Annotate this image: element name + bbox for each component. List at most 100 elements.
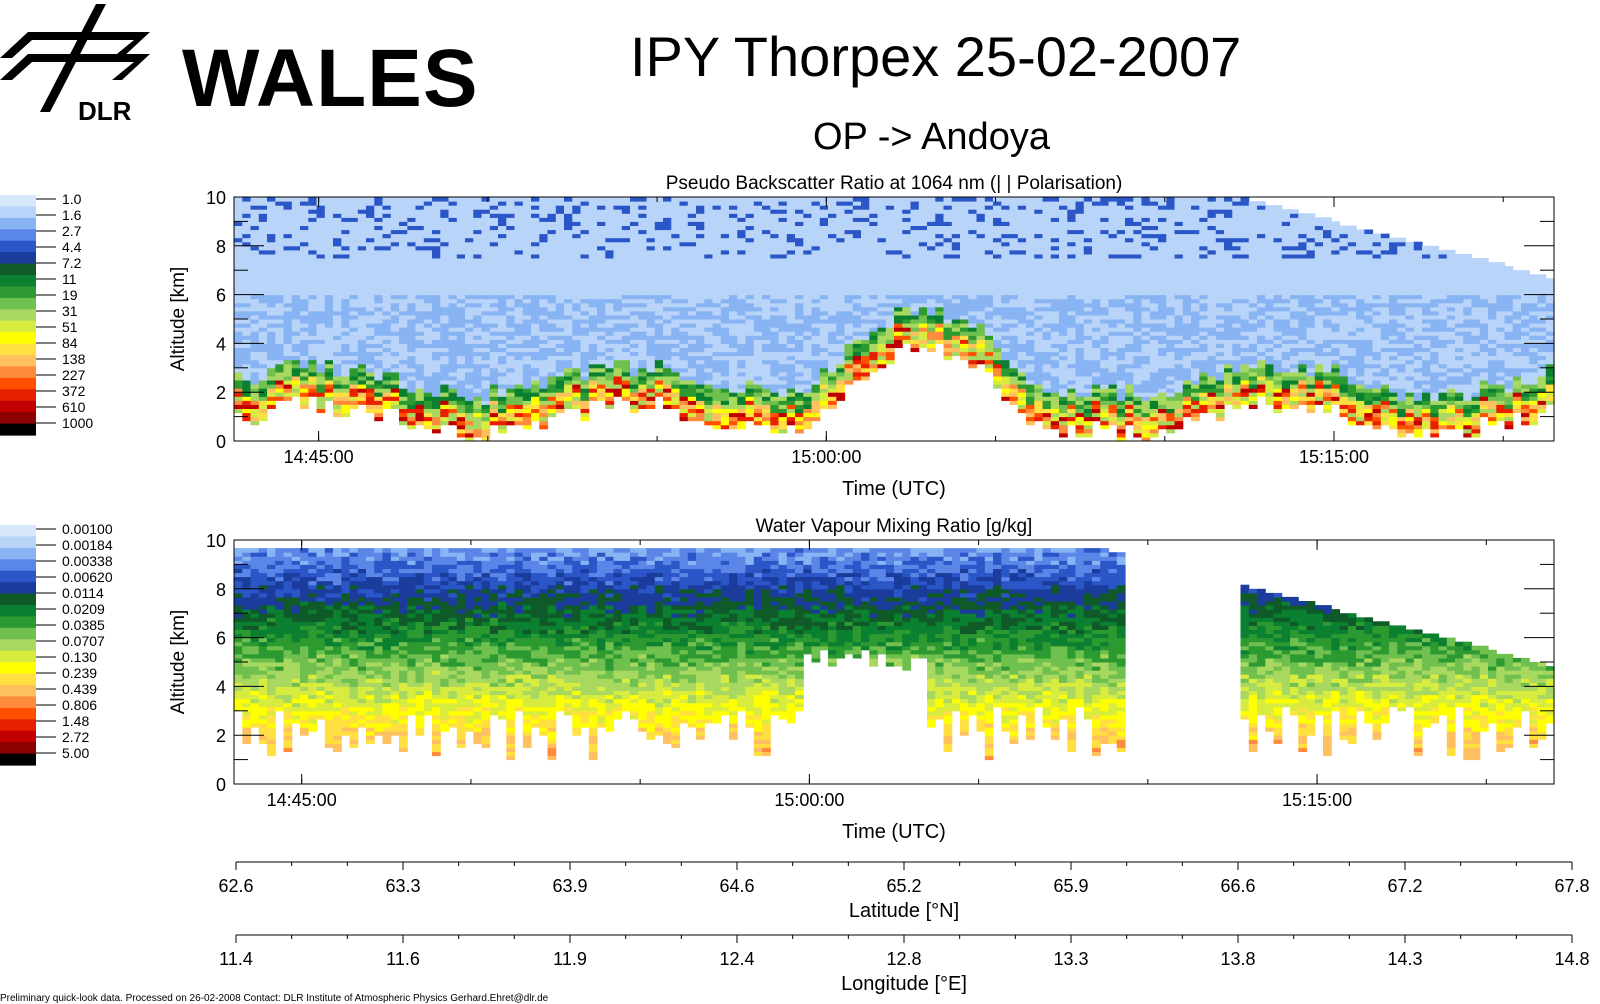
heatmap-cell (762, 409, 771, 414)
heatmap-cell (358, 254, 367, 259)
heatmap-cell (416, 291, 425, 296)
heatmap-cell (234, 352, 243, 357)
heatmap-cell (539, 315, 548, 320)
heatmap-cell (284, 299, 293, 304)
heatmap-cell (853, 217, 862, 222)
colorbar-swatch (0, 321, 36, 333)
heatmap-cell (878, 209, 887, 214)
heatmap-cell (275, 270, 284, 275)
heatmap-cell (630, 209, 639, 214)
heatmap-cell (350, 246, 359, 251)
heatmap-cell (242, 392, 251, 397)
heatmap-cell (977, 307, 986, 312)
heatmap-cell (919, 319, 928, 324)
heatmap-cell (498, 242, 507, 247)
heatmap-cell (523, 230, 532, 235)
heatmap-cell (564, 384, 573, 389)
heatmap-cell (539, 262, 548, 267)
heatmap-cell (795, 343, 804, 348)
heatmap-cell (531, 246, 540, 251)
heatmap-cell (234, 258, 243, 263)
heatmap-cell (242, 343, 251, 348)
heatmap-cell (383, 254, 392, 259)
heatmap-cell (647, 201, 656, 206)
heatmap-cell (432, 392, 441, 397)
heatmap-cell (878, 250, 887, 255)
heatmap-cell (275, 315, 284, 320)
heatmap-cell (770, 307, 779, 312)
heatmap-cell (284, 360, 293, 365)
heatmap-cell (424, 404, 433, 409)
heatmap-cell (589, 226, 598, 231)
colorbar-swatch (0, 344, 36, 356)
heatmap-cell (721, 307, 730, 312)
heatmap-cell (952, 331, 961, 336)
heatmap-cell (1010, 311, 1019, 316)
heatmap-cell (853, 295, 862, 300)
heatmap-cell (498, 380, 507, 385)
heatmap-cell (350, 258, 359, 263)
heatmap-cell (935, 262, 944, 267)
heatmap-cell (655, 364, 664, 369)
heatmap-cell (729, 315, 738, 320)
heatmap-cell (358, 303, 367, 308)
heatmap-cell (482, 226, 491, 231)
heatmap-cell (317, 331, 326, 336)
heatmap-cell (960, 282, 969, 287)
heatmap-cell (482, 376, 491, 381)
heatmap-cell (440, 299, 449, 304)
heatmap-cell (498, 234, 507, 239)
heatmap-cell (449, 221, 458, 226)
heatmap-cell (267, 262, 276, 267)
heatmap-cell (284, 258, 293, 263)
heatmap-cell (647, 205, 656, 210)
heatmap-cell (275, 339, 284, 344)
heatmap-cell (267, 250, 276, 255)
heatmap-cell (696, 311, 705, 316)
heatmap-cell (374, 266, 383, 271)
heatmap-cell (539, 327, 548, 332)
colorbar-label: 5.00 (62, 745, 89, 761)
heatmap-cell (713, 250, 722, 255)
heatmap-cell (292, 209, 301, 214)
heatmap-cell (284, 339, 293, 344)
heatmap-cell (861, 327, 870, 332)
heatmap-cell (688, 282, 697, 287)
heatmap-cell (465, 303, 474, 308)
heatmap-cell (762, 380, 771, 385)
heatmap-cell (350, 319, 359, 324)
heatmap-cell (242, 270, 251, 275)
heatmap-cell (869, 201, 878, 206)
heatmap-cell (836, 315, 845, 320)
heatmap-cell (473, 421, 482, 426)
heatmap-cell (927, 343, 936, 348)
heatmap-cell (515, 291, 524, 296)
heatmap-cell (572, 404, 581, 409)
heatmap-cell (490, 250, 499, 255)
heatmap-cell (308, 238, 317, 243)
heatmap-cell (886, 234, 895, 239)
heatmap-cell (779, 234, 788, 239)
heatmap-cell (911, 315, 920, 320)
heatmap-cell (680, 262, 689, 267)
heatmap-cell (828, 368, 837, 373)
heatmap-cell (721, 274, 730, 279)
heatmap-cell (416, 315, 425, 320)
heatmap-cell (993, 205, 1002, 210)
heatmap-cell (308, 311, 317, 316)
heatmap-cell (605, 392, 614, 397)
colorbar-swatch (0, 206, 36, 218)
heatmap-cell (729, 278, 738, 283)
heatmap-cell (812, 404, 821, 409)
heatmap-cell (944, 226, 953, 231)
heatmap-cell (350, 278, 359, 283)
colorbar-swatch (0, 195, 36, 207)
heatmap-cell (614, 368, 623, 373)
heatmap-cell (713, 254, 722, 259)
heatmap-cell (383, 250, 392, 255)
heatmap-cell (671, 266, 680, 271)
heatmap-cell (795, 270, 804, 275)
heatmap-cell (366, 295, 375, 300)
heatmap-cell (622, 335, 631, 340)
heatmap-cell (803, 392, 812, 397)
